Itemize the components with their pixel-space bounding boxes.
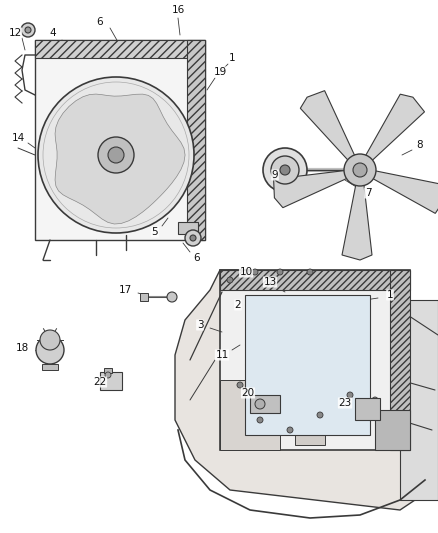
Circle shape bbox=[36, 336, 64, 364]
Polygon shape bbox=[364, 94, 424, 163]
Bar bbox=[35, 40, 205, 240]
Bar bbox=[245, 295, 370, 435]
Bar bbox=[100, 372, 122, 390]
Bar bbox=[400, 300, 438, 500]
Circle shape bbox=[372, 397, 378, 403]
Circle shape bbox=[185, 230, 201, 246]
Circle shape bbox=[317, 412, 323, 418]
Circle shape bbox=[353, 163, 367, 177]
Text: 22: 22 bbox=[93, 377, 106, 387]
Circle shape bbox=[190, 235, 196, 241]
Circle shape bbox=[271, 156, 299, 184]
Bar bbox=[220, 380, 280, 450]
Text: 18: 18 bbox=[15, 343, 28, 353]
Bar bbox=[375, 410, 410, 450]
Polygon shape bbox=[55, 94, 185, 224]
Circle shape bbox=[237, 382, 243, 388]
Polygon shape bbox=[342, 181, 372, 260]
Text: 8: 8 bbox=[417, 140, 423, 150]
Circle shape bbox=[25, 27, 31, 33]
Circle shape bbox=[344, 154, 376, 186]
Circle shape bbox=[98, 137, 134, 173]
Bar bbox=[35, 40, 205, 58]
Circle shape bbox=[227, 277, 233, 283]
Bar bbox=[187, 40, 205, 240]
Bar bbox=[140, 293, 148, 301]
Polygon shape bbox=[300, 91, 356, 163]
Circle shape bbox=[263, 148, 307, 192]
Text: 19: 19 bbox=[213, 67, 226, 77]
Circle shape bbox=[257, 417, 263, 423]
Text: 16: 16 bbox=[171, 5, 185, 15]
Circle shape bbox=[255, 399, 265, 409]
Text: 4: 4 bbox=[49, 28, 57, 38]
Text: 3: 3 bbox=[197, 320, 203, 330]
Text: 6: 6 bbox=[97, 17, 103, 27]
Polygon shape bbox=[175, 270, 430, 510]
Text: 13: 13 bbox=[263, 277, 277, 287]
Bar bbox=[220, 270, 410, 450]
Circle shape bbox=[38, 77, 194, 233]
Bar bbox=[42, 364, 58, 370]
Bar bbox=[295, 390, 325, 445]
Text: 20: 20 bbox=[241, 388, 254, 398]
Circle shape bbox=[21, 23, 35, 37]
Circle shape bbox=[280, 165, 290, 175]
Bar bbox=[355, 398, 380, 420]
Circle shape bbox=[347, 392, 353, 398]
Circle shape bbox=[277, 269, 283, 275]
Text: 6: 6 bbox=[194, 253, 200, 263]
Circle shape bbox=[105, 372, 111, 378]
Circle shape bbox=[108, 147, 124, 163]
Text: 9: 9 bbox=[272, 170, 278, 180]
Text: 5: 5 bbox=[152, 227, 158, 237]
Text: 23: 23 bbox=[339, 398, 352, 408]
Bar bbox=[220, 270, 410, 290]
Polygon shape bbox=[274, 170, 350, 208]
Polygon shape bbox=[370, 170, 438, 213]
Bar bbox=[104, 368, 112, 373]
Text: 11: 11 bbox=[215, 350, 229, 360]
Circle shape bbox=[252, 269, 258, 275]
Bar bbox=[178, 222, 198, 234]
Text: 14: 14 bbox=[11, 133, 25, 143]
Text: 1: 1 bbox=[229, 53, 235, 63]
Circle shape bbox=[40, 330, 60, 350]
Circle shape bbox=[167, 292, 177, 302]
Text: 10: 10 bbox=[240, 267, 253, 277]
Bar bbox=[390, 270, 410, 450]
Text: 12: 12 bbox=[8, 28, 21, 38]
Text: 1: 1 bbox=[387, 290, 393, 300]
Text: 7: 7 bbox=[365, 188, 371, 198]
Circle shape bbox=[287, 427, 293, 433]
Bar bbox=[250, 395, 280, 413]
Circle shape bbox=[307, 269, 313, 275]
Text: 2: 2 bbox=[235, 300, 241, 310]
Text: 17: 17 bbox=[118, 285, 132, 295]
